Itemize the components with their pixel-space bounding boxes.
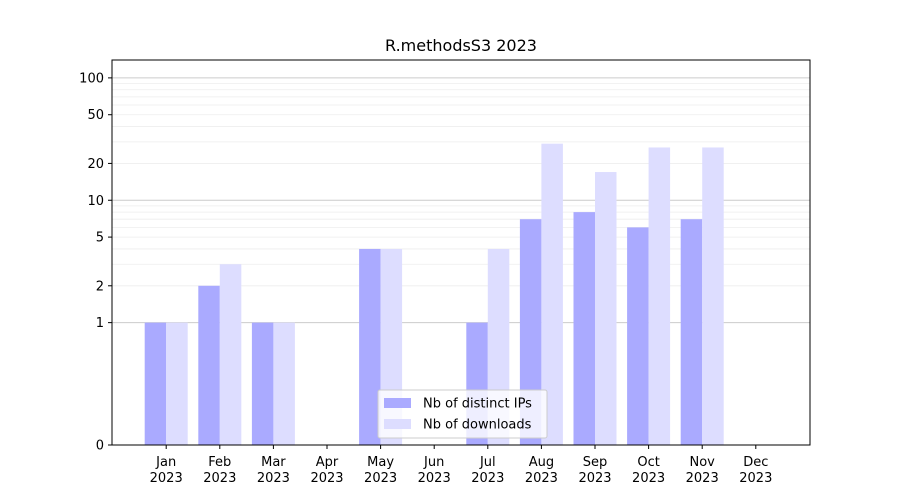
- bar: [648, 147, 671, 445]
- chart-title: R.methodsS3 2023: [385, 36, 537, 55]
- legend-swatch: [384, 398, 411, 408]
- bar: [541, 143, 563, 445]
- x-tick-label-year: 2023: [150, 471, 183, 486]
- plot-frame: [111, 59, 811, 446]
- bar: [359, 248, 381, 445]
- bar: [273, 322, 295, 445]
- grid-lines: [112, 77, 810, 324]
- x-tick-label-year: 2023: [203, 471, 236, 486]
- legend-swatch: [384, 419, 411, 429]
- x-tick-label-month: Nov: [690, 455, 716, 470]
- bar: [573, 212, 595, 445]
- x-tick-label-month: Oct: [637, 455, 659, 470]
- y-tick-label: 2: [96, 279, 104, 294]
- bar: [680, 219, 703, 445]
- y-axis: 0 1 2 5 10 20 50 100: [79, 71, 112, 454]
- x-tick-label-year: 2023: [739, 471, 772, 486]
- y-tick-label: 0: [96, 439, 104, 454]
- x-tick-label-month: Aug: [529, 455, 554, 470]
- x-axis: Jan2023Feb2023Mar2023Apr2023May2023Jun20…: [150, 445, 772, 486]
- legend: Nb of distinct IPs Nb of downloads: [377, 389, 548, 439]
- x-tick-label-month: Apr: [316, 455, 339, 470]
- x-tick-label-year: 2023: [686, 471, 719, 486]
- x-tick-label-year: 2023: [471, 471, 504, 486]
- bar: [627, 227, 649, 445]
- y-tick-label: 100: [79, 71, 104, 86]
- bar: [198, 285, 220, 445]
- legend-label: Nb of distinct IPs: [423, 397, 532, 412]
- x-tick-label-month: May: [367, 455, 394, 470]
- x-tick-label-month: Jul: [479, 455, 496, 470]
- bar: [519, 219, 542, 445]
- y-tick-label: 50: [87, 108, 104, 123]
- bars: [144, 143, 724, 445]
- bar: [166, 322, 188, 445]
- bar: [144, 322, 167, 445]
- legend-label: Nb of downloads: [423, 418, 532, 433]
- x-tick-label-month: Mar: [261, 455, 286, 470]
- y-tick-label: 20: [87, 157, 104, 172]
- x-tick-label-year: 2023: [632, 471, 665, 486]
- x-tick-label-month: Feb: [208, 455, 231, 470]
- bar: [702, 147, 724, 445]
- y-tick-label: 1: [96, 316, 104, 331]
- x-tick-label-year: 2023: [310, 471, 343, 486]
- x-tick-label-year: 2023: [525, 471, 558, 486]
- x-tick-label-month: Sep: [583, 455, 608, 470]
- bar: [219, 264, 242, 445]
- bar: [251, 322, 274, 445]
- x-tick-label-year: 2023: [257, 471, 290, 486]
- x-tick-label-year: 2023: [418, 471, 451, 486]
- x-tick-label-month: Dec: [743, 455, 768, 470]
- x-tick-label-year: 2023: [578, 471, 611, 486]
- x-tick-label-year: 2023: [364, 471, 397, 486]
- x-tick-label-month: Jan: [155, 455, 176, 470]
- y-tick-label: 10: [87, 194, 104, 209]
- y-tick-label: 5: [96, 231, 104, 246]
- legend-box: [377, 389, 548, 439]
- x-tick-label-month: Jun: [423, 455, 444, 470]
- bar: [595, 172, 617, 445]
